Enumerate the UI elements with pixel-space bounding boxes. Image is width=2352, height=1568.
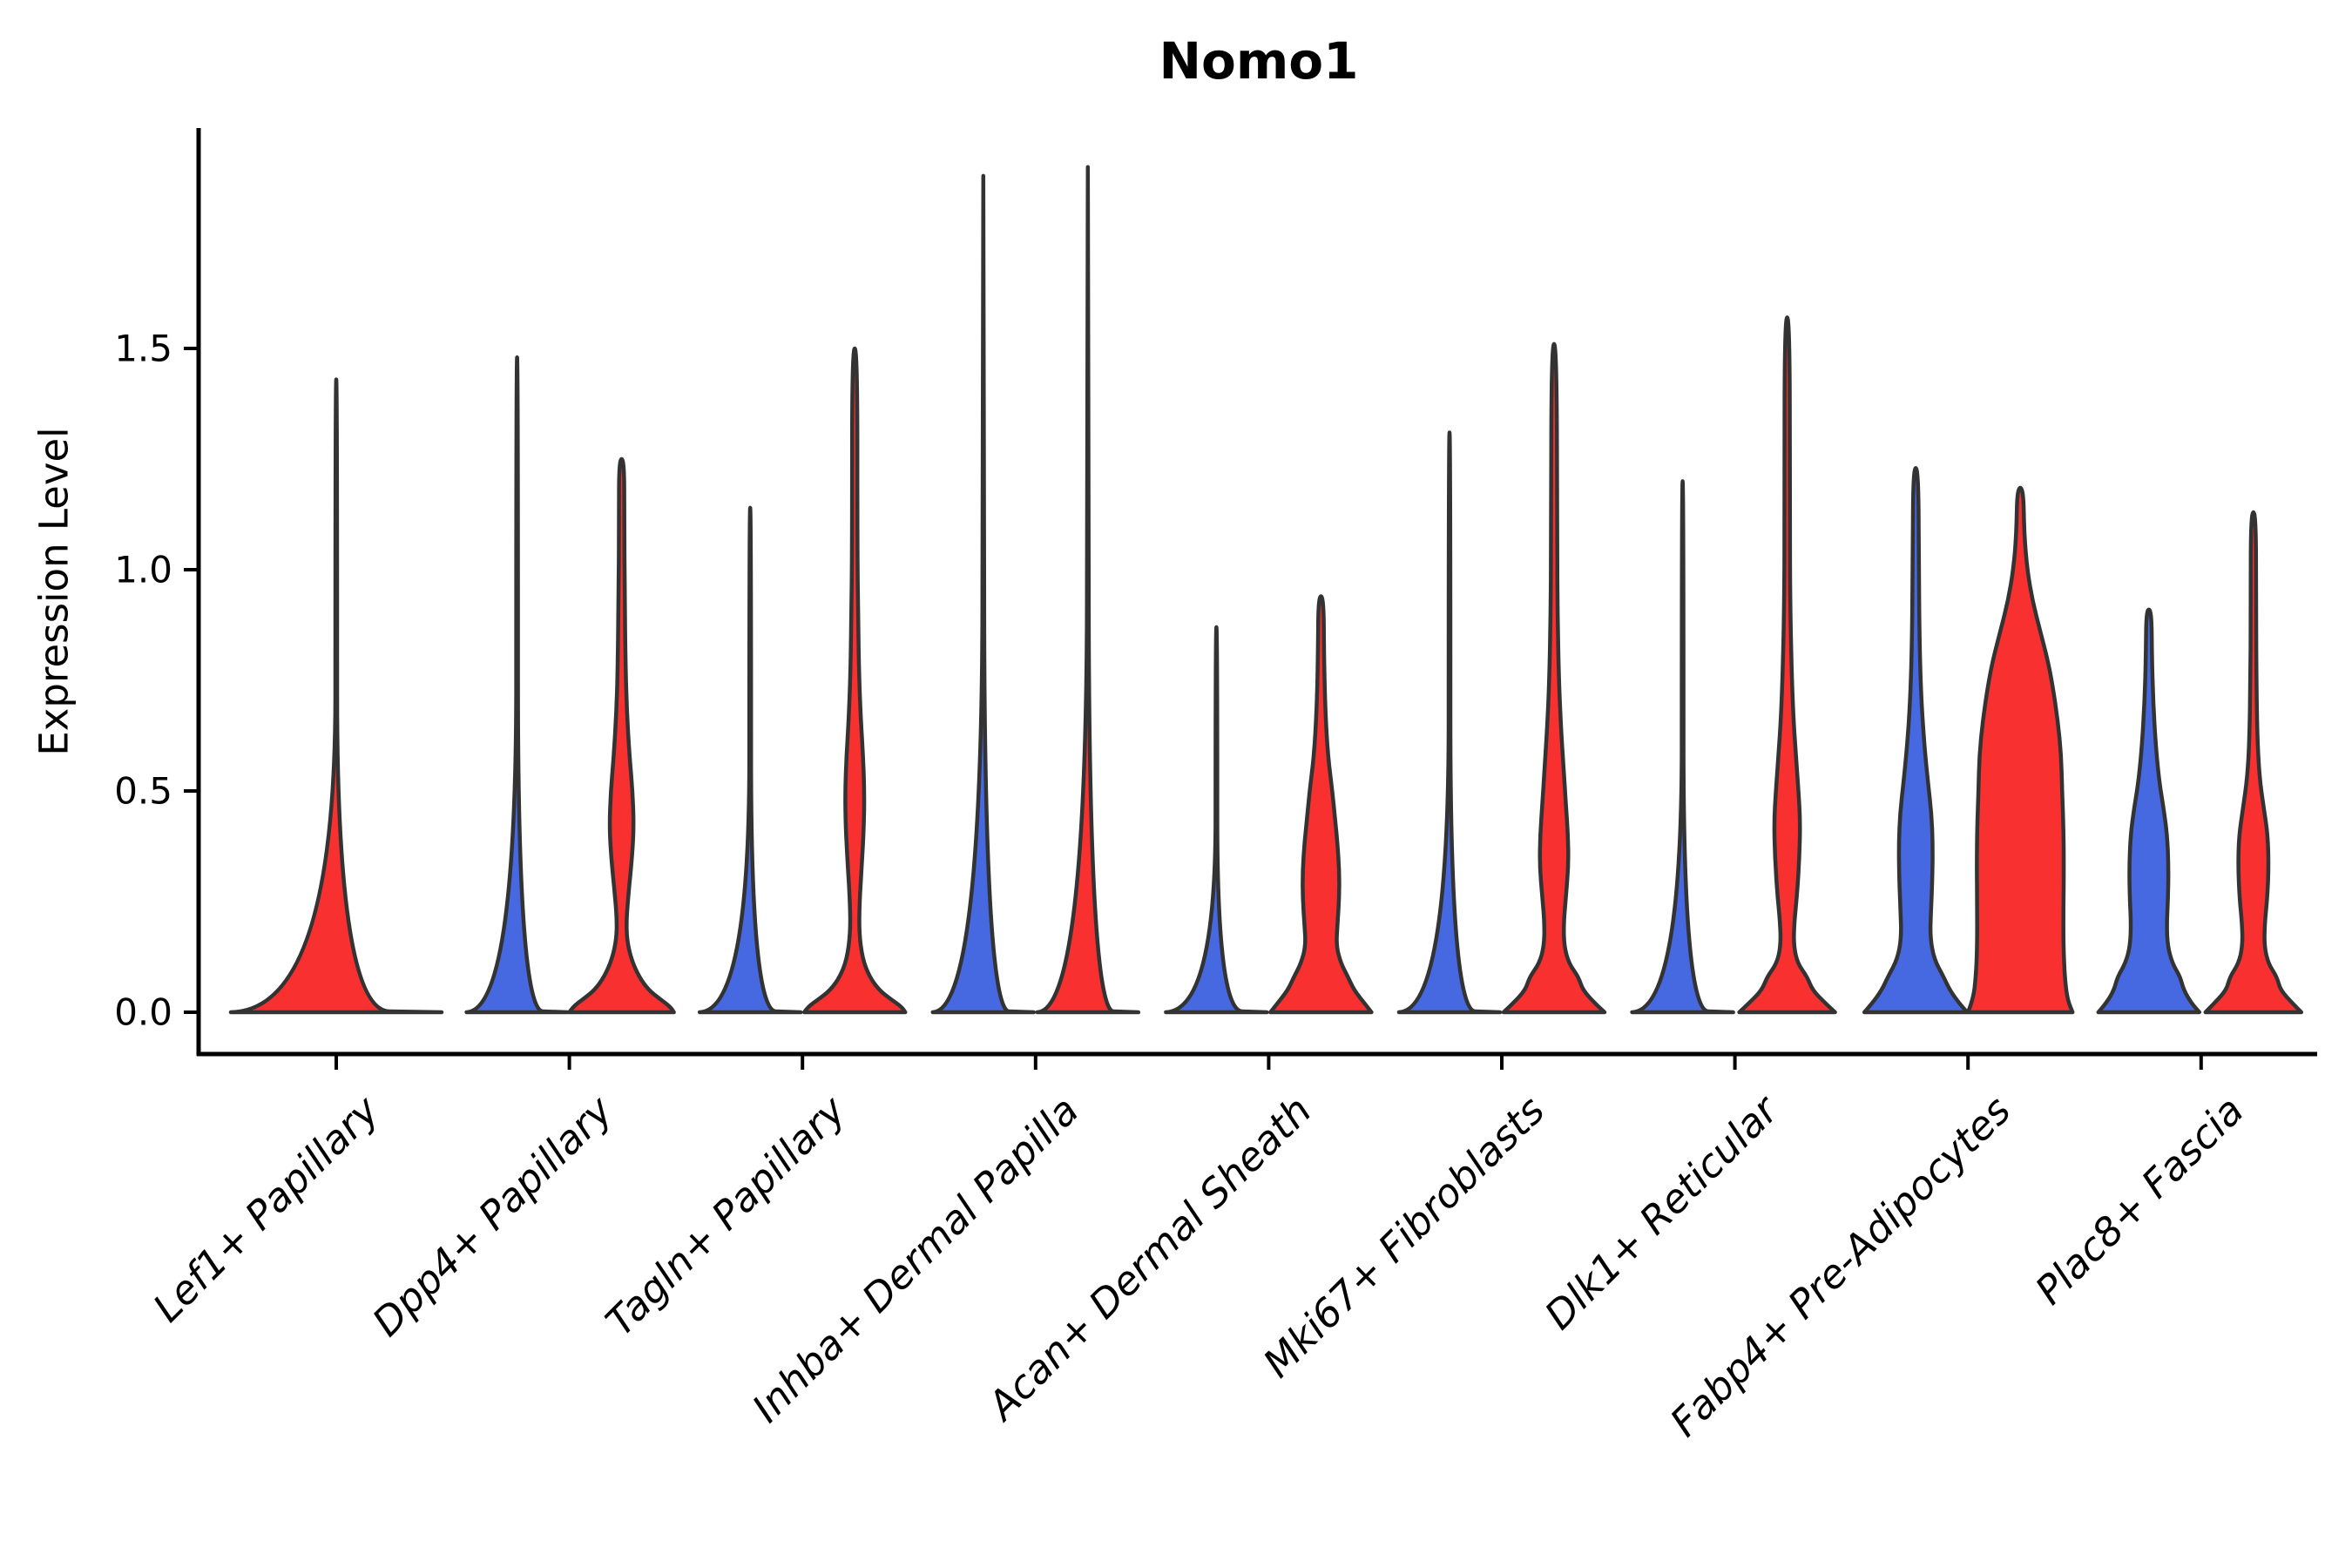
y-axis-label: Expression Level <box>30 427 78 756</box>
violin-plac8-fascia-right <box>2203 510 2304 1015</box>
violin-tagln-papillary-left <box>697 505 803 1015</box>
violin-dlk1-reticular-right <box>1737 315 1837 1015</box>
y-tick-label: 1.5 <box>114 327 172 370</box>
violin-acan-dermal-sheath-right <box>1268 594 1374 1015</box>
violin-dpp4-papillary-right <box>567 456 676 1015</box>
violin-inhba-dermal-papilla-left <box>930 173 1037 1015</box>
y-tick-label: 0.0 <box>114 990 172 1034</box>
violin-dlk1-reticular-left <box>1630 479 1735 1015</box>
violin-mki67-fibroblasts-right <box>1501 341 1607 1015</box>
violin-fabp4-pre-adipocytes-right <box>1965 485 2075 1015</box>
violin-inhba-dermal-papilla-right <box>1035 165 1141 1015</box>
violin-dpp4-papillary-left <box>464 355 570 1015</box>
y-tick-label: 0.5 <box>114 769 172 813</box>
violin-tagln-papillary-right <box>801 346 908 1015</box>
chart-title: Nomo1 <box>1159 31 1359 91</box>
violin-acan-dermal-sheath-left <box>1164 625 1269 1015</box>
violin-lef1-papillary-center <box>228 377 444 1015</box>
violin-plac8-fascia-left <box>2096 607 2202 1015</box>
violin-fabp4-pre-adipocytes-left <box>1862 465 1970 1015</box>
y-tick-label: 1.0 <box>114 548 172 591</box>
violin-mki67-fibroblasts-left <box>1396 430 1503 1015</box>
